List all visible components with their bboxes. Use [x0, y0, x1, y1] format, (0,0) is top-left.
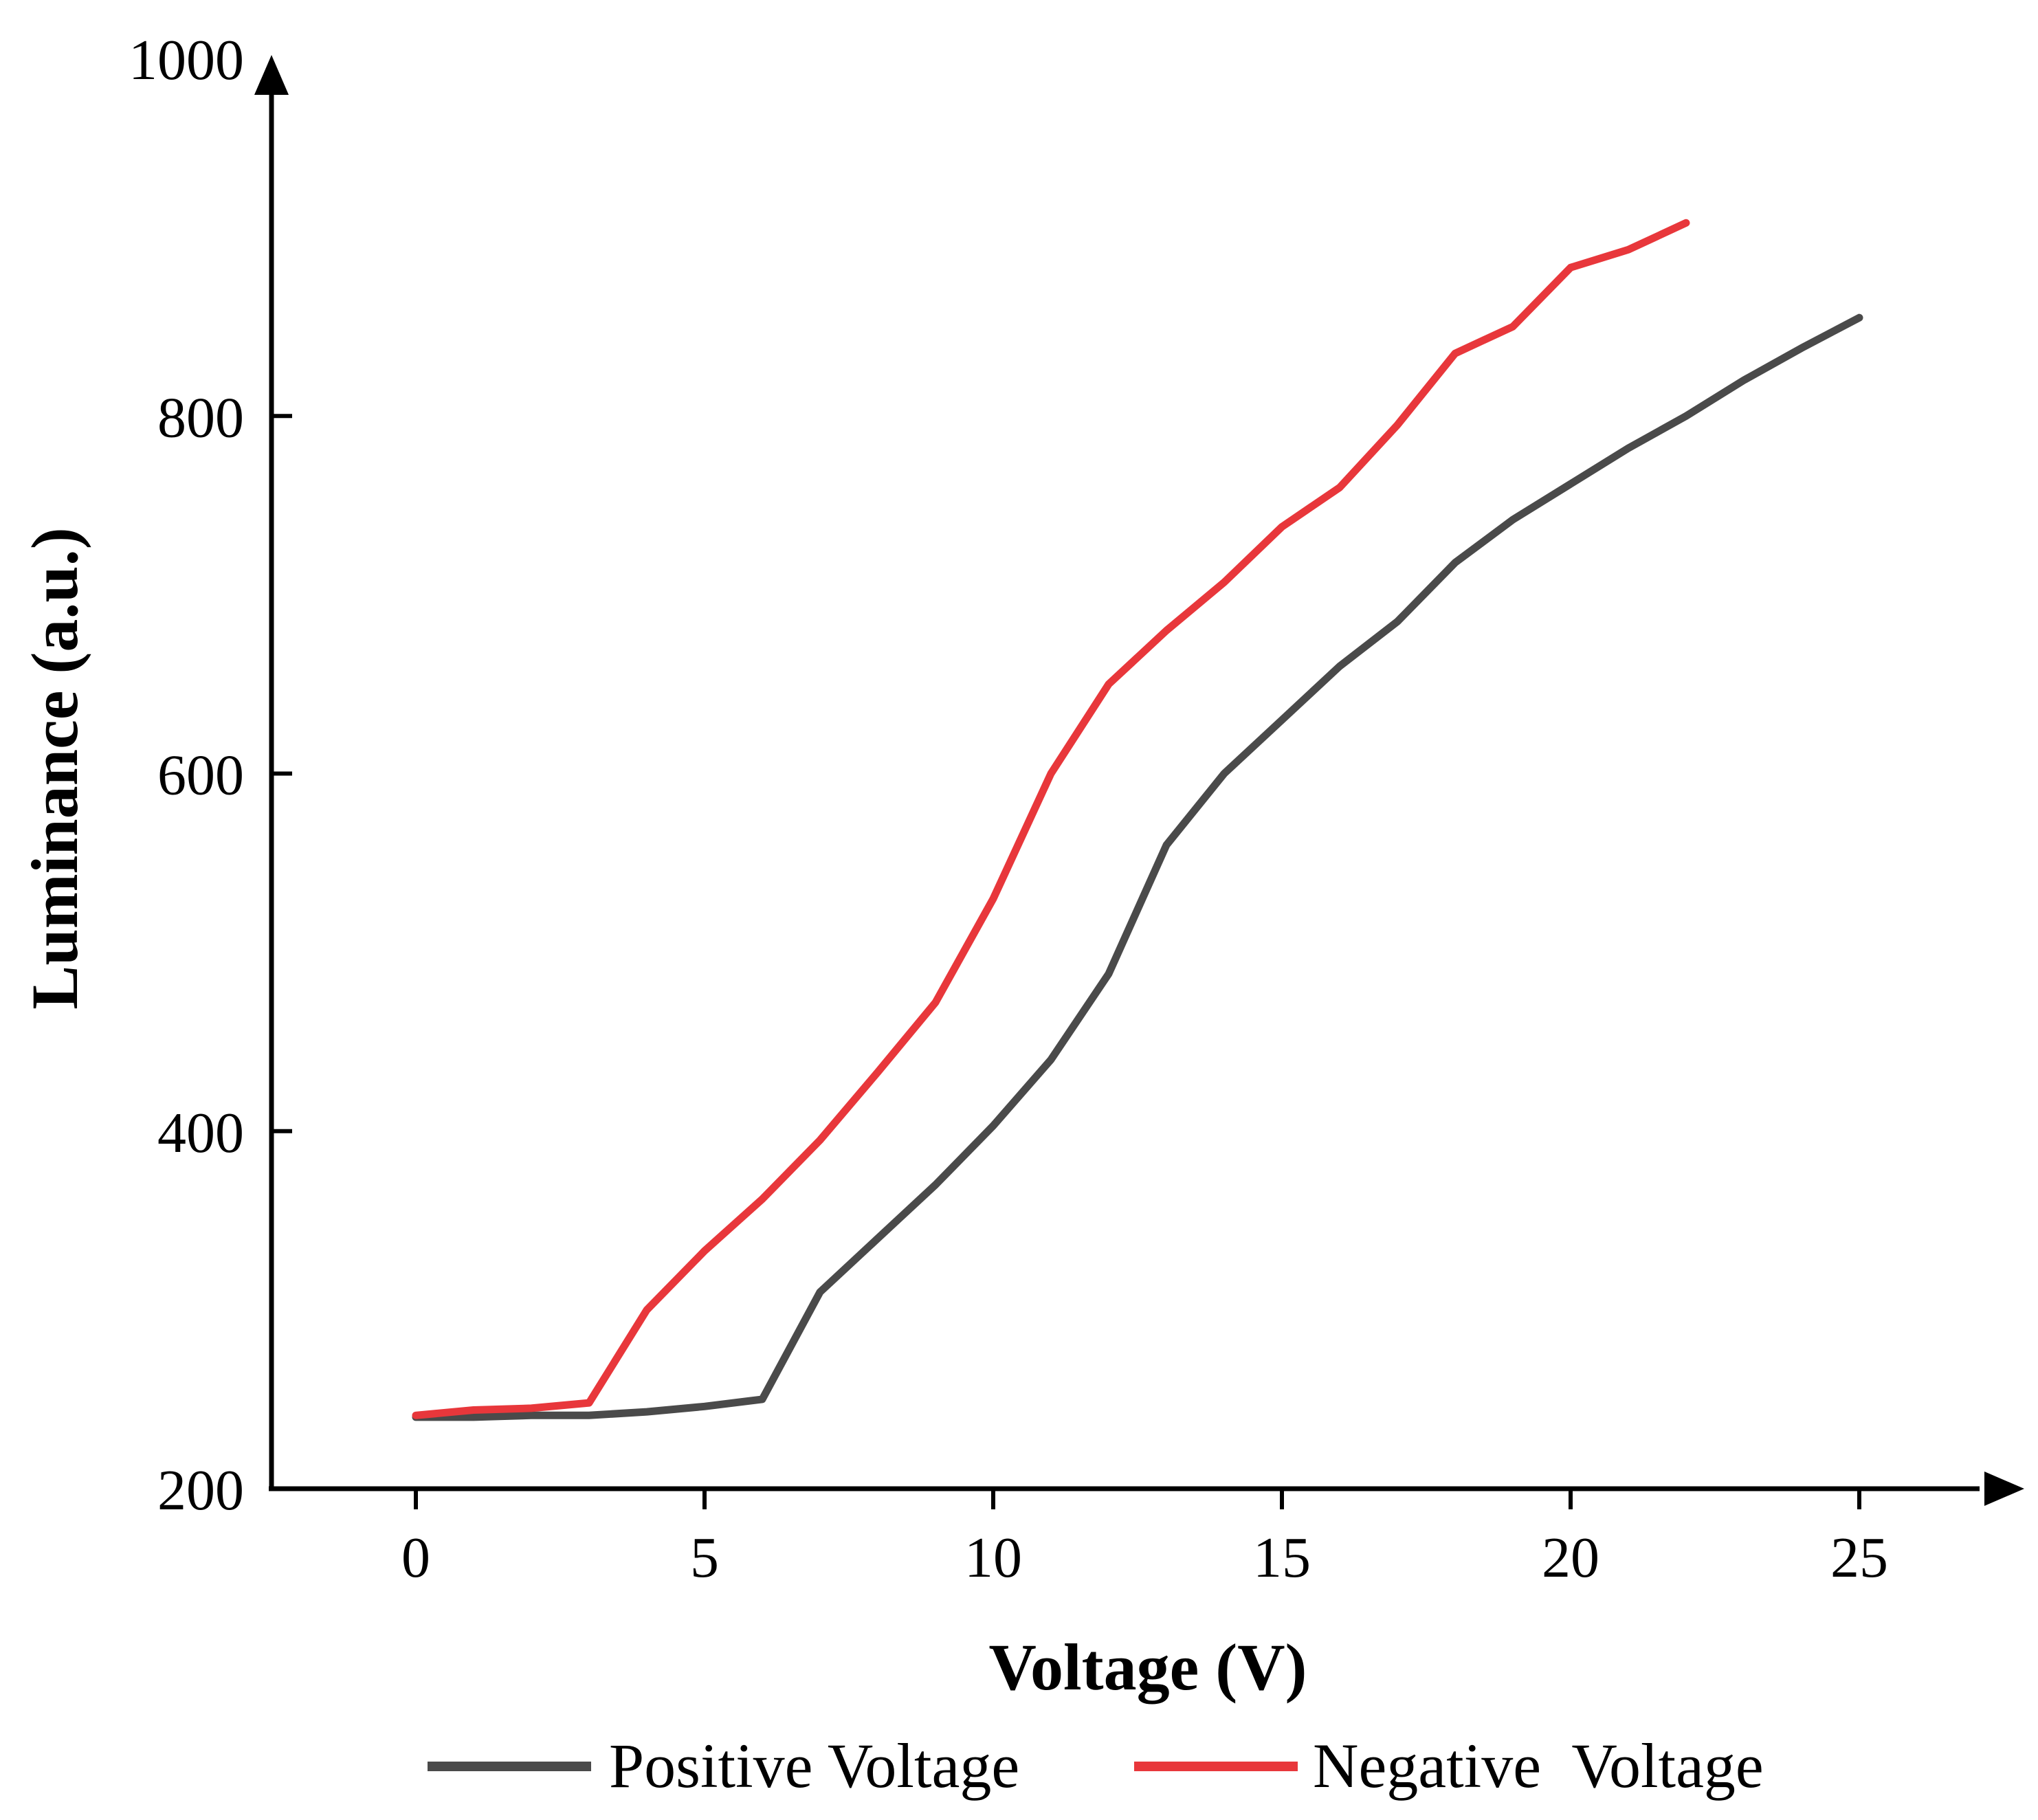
x-axis-title: Voltage (V) — [988, 1630, 1307, 1704]
x-axis-arrow-icon — [1984, 1472, 2024, 1506]
y-tick-label-800: 800 — [157, 386, 244, 450]
y-tick-label-600: 600 — [157, 744, 244, 808]
legend-label-negative: Negative Voltage — [1313, 1731, 1764, 1801]
legend-label-positive: Positive Voltage — [609, 1731, 1019, 1801]
y-axis-arrow-icon — [254, 55, 289, 95]
y-axis-title: Luminance (a.u.) — [18, 527, 91, 1009]
y-tick-label-200: 200 — [157, 1458, 244, 1522]
series-line-negative-voltage — [412, 219, 1690, 1419]
axes — [254, 55, 2024, 1506]
x-tick-label-15: 15 — [1253, 1526, 1311, 1590]
series-line-positive-voltage — [412, 313, 1863, 1421]
legend: Positive Voltage Negative Voltage — [428, 1731, 1764, 1801]
x-tick-label-0: 0 — [401, 1526, 430, 1590]
y-tick-label-400: 400 — [157, 1101, 244, 1165]
x-tick-label-10: 10 — [964, 1526, 1022, 1590]
x-tick-label-25: 25 — [1830, 1526, 1888, 1590]
x-tick-label-20: 20 — [1542, 1526, 1599, 1590]
y-tick-label-1000: 1000 — [129, 28, 244, 92]
x-tick-label-5: 5 — [690, 1526, 719, 1590]
